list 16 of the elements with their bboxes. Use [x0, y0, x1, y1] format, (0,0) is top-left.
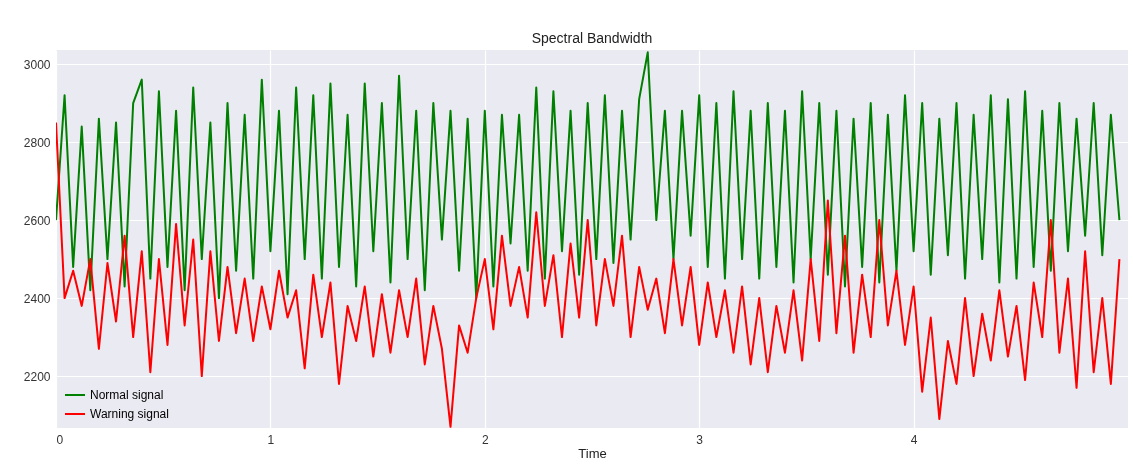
x-tick-label: 1 [267, 432, 275, 447]
x-tick-label: 4 [910, 432, 918, 447]
x-tick-label: 0 [56, 432, 64, 447]
y-tick-label: 2800 [23, 135, 51, 150]
y-tick-label: 2600 [23, 213, 51, 228]
x-axis-title: Time [578, 445, 607, 461]
line-series [56, 121, 1121, 428]
chart-title: Spectral Bandwidth [531, 30, 653, 46]
y-tick-label: 3000 [23, 57, 51, 72]
y-tick-label: 2200 [23, 369, 51, 384]
line-series [56, 51, 1121, 300]
y-tick-label: 2400 [23, 291, 51, 306]
legend-label: Normal signal [90, 388, 164, 402]
x-tick-label: 2 [481, 432, 489, 447]
x-tick-label: 3 [696, 432, 704, 447]
legend-label: Warning signal [90, 407, 169, 421]
